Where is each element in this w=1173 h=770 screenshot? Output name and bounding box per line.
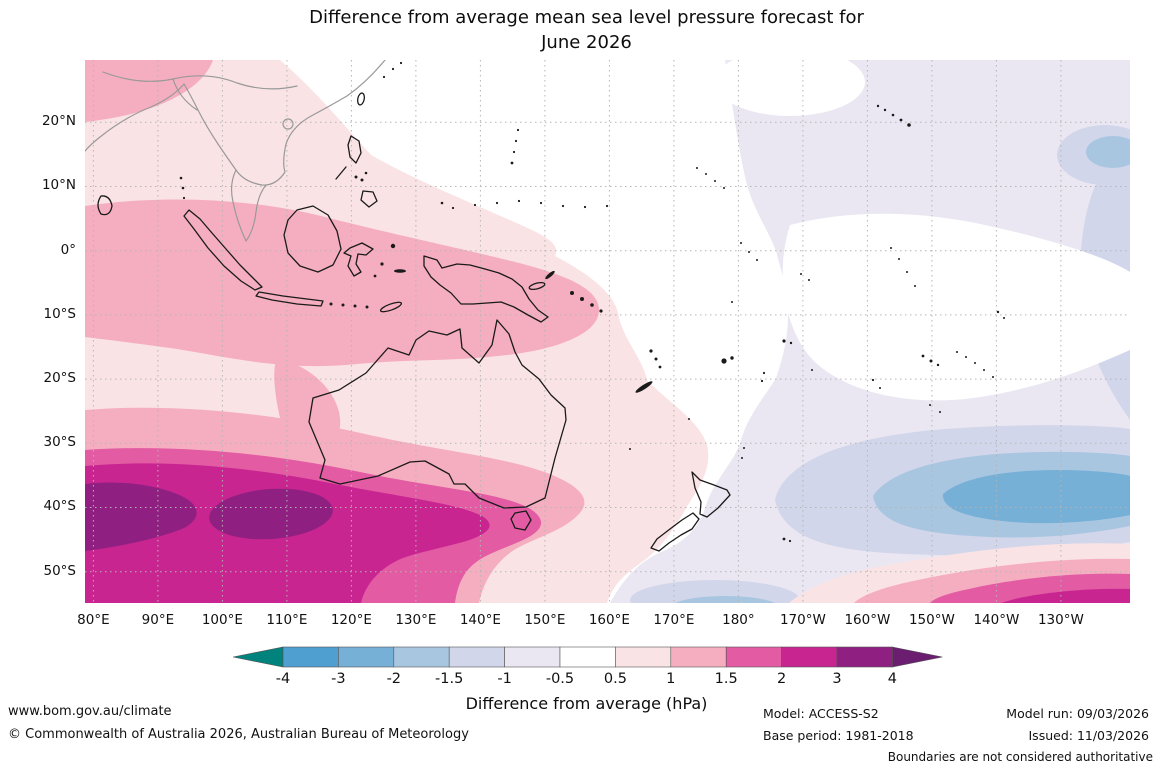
x-tick-label: 150°W [908,612,955,628]
anomaly-region-nearzero-north [715,60,865,116]
tasmania-coast [510,510,532,531]
colorbar-segment [670,646,727,668]
x-tick-label: 80°E [77,612,110,628]
anomaly-region-nearzero [782,213,1130,401]
x-tick-label: 130°W [1037,612,1084,628]
bom-url-text: www.bom.gov.au/climate [8,704,172,719]
colorbar-segment [504,646,561,668]
x-tick-label: 120°E [330,612,372,628]
coastlines-mainland-asia [85,60,386,242]
colorbar-right-arrow [892,646,943,668]
chart-title-line2: June 2026 [541,32,632,54]
y-tick-label: 10°N [41,177,76,194]
new-zealand-south [650,512,700,552]
timor-island [379,301,403,313]
base-period-text: Base period: 1981-2018 [763,728,914,743]
colorbar-tick-label: -0.5 [545,671,575,687]
sri-lanka-coast [97,195,113,216]
colorbar-tick-label: 0.5 [603,671,627,687]
anomaly-region-neg1p5-topright [1086,136,1130,168]
colorbar-left-arrow [233,646,284,668]
colorbar-segment [836,646,893,668]
boundaries-disclaimer-text: Boundaries are not considered authoritat… [887,750,1153,764]
copyright-text: © Commonwealth of Australia 2026, Austra… [8,727,469,742]
mindanao-coast [360,190,378,208]
x-tick-label: 90°E [141,612,175,628]
colorbar-label: Difference from average (hPa) [465,694,708,713]
colorbar-segment [725,646,782,668]
chart-title-line1: Difference from average mean sea level p… [309,7,864,28]
colorbar [233,646,943,668]
colorbar-tick-label: 2 [776,671,787,687]
sumatra-coast [183,209,263,291]
anomaly-region-pos1-maritime [85,199,600,367]
colorbar-tick-label: -1 [497,671,512,687]
colorbar-segment [781,646,838,668]
anomaly-region-neg2-core [942,470,1130,524]
hainan-island [282,118,294,130]
x-tick-label: 140°W [973,612,1020,628]
x-tick-label: 140°E [459,612,501,628]
java-coast [255,291,324,307]
anomaly-region-neg1-bottom [630,580,800,603]
y-tick-label: 30°S [43,434,77,451]
colorbar-segment [559,646,616,668]
model-run-text: Model run: 09/03/2026 [1006,706,1149,721]
x-tick-label: 100°E [201,612,243,628]
model-text: Model: ACCESS-S2 [763,706,879,721]
gridlines [85,60,1130,603]
colorbar-tick-label: 3 [832,671,842,687]
colorbar-tick-label: 1 [666,671,676,687]
x-tick-label: 110°E [266,612,308,628]
palawan-island [335,166,347,180]
x-tick-label: 160°W [844,612,891,628]
coastlines [97,92,731,552]
australia-coast [308,319,567,509]
colorbar-segment [448,646,505,668]
anomaly-region-pos1-india [85,60,213,122]
y-tick-label: 20°N [41,113,76,130]
small-islands [179,61,1005,543]
anomaly-region-pos3-west [85,482,197,551]
anomaly-stripe-pos2 [1001,588,1130,603]
x-tick-label: 160°E [588,612,630,628]
chart-title: Difference from average mean sea level p… [0,5,1173,55]
colorbar-segment [393,646,450,668]
sulawesi-coast [343,242,374,277]
y-tick-label: 20°S [43,370,77,387]
new-guinea-coast [423,255,549,323]
new-britain-island [528,281,546,291]
colorbar-segment [338,646,395,668]
anomaly-region-neg1p5-bottom [675,596,775,603]
colorbar-tick-label: -4 [275,671,291,687]
new-zealand-north [691,471,731,518]
anomaly-region-pos1-westaus [274,358,341,451]
taiwan-island [356,92,366,106]
colorbar-tick-label: 1.5 [714,671,738,687]
map-plot [85,60,1130,603]
colorbar-segment [615,646,672,668]
colorbar-segment [282,646,339,668]
gridlines-vertical [92,60,1062,603]
anomaly-region-pos3-core [209,488,333,540]
x-tick-label: 180° [722,612,755,628]
y-tick-label: 40°S [43,498,77,515]
borneo-coast [283,205,342,273]
y-tick-label: 50°S [43,562,77,579]
issued-text: Issued: 11/03/2026 [1028,728,1150,743]
colorbar-tick-label: -2 [386,671,402,687]
x-tick-label: 130°E [395,612,437,628]
x-tick-label: 150°E [524,612,566,628]
colorbar-tick-label: 4 [887,671,897,687]
x-tick-label: 170°W [779,612,826,628]
luzon-coast [347,135,362,164]
colorbar-tick-label: -1.5 [435,671,464,687]
y-tick-label: 10°S [43,305,77,322]
y-tick-label: 0° [60,241,76,258]
colorbar-tick-label: -3 [331,671,346,687]
x-tick-label: 170°E [653,612,695,628]
